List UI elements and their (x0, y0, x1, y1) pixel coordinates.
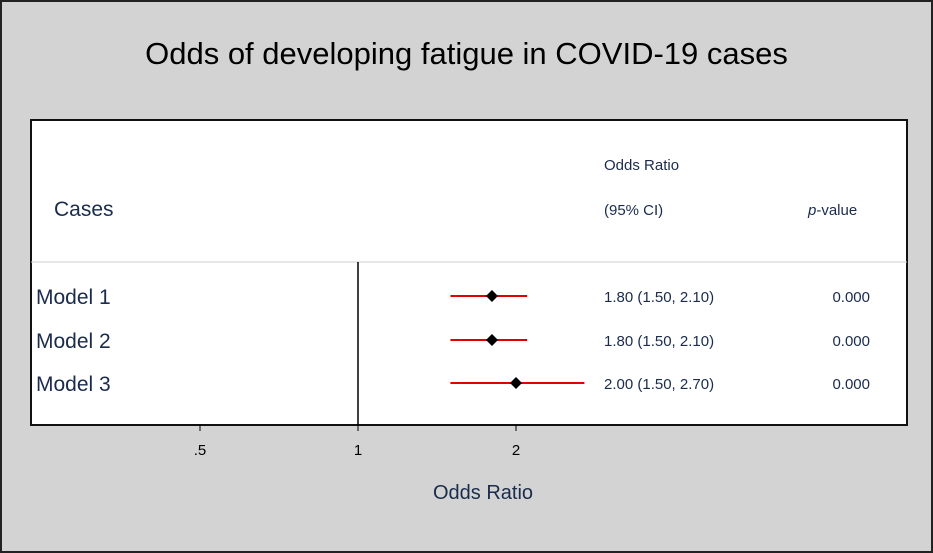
point-estimate-model-1 (485, 290, 498, 302)
row-label-model-2: Model 2 (36, 330, 111, 353)
x-tick-label: 2 (512, 442, 520, 459)
forest-rows: Model 1 1.80 (1.50, 2.10) 0.000 Model 2 1.80… (36, 286, 870, 396)
header-odds-ratio: Odds Ratio (604, 157, 679, 174)
or-ci-value-model-1: 1.80 (1.50, 2.10) (604, 289, 714, 306)
p-value-model-1: 0.000 (832, 289, 870, 306)
p-value-model-3: 0.000 (832, 376, 870, 393)
header-p-value: p-value (807, 202, 857, 219)
header-cases: Cases (54, 198, 114, 221)
x-tick-label: .5 (194, 442, 207, 459)
point-estimate-model-3 (510, 377, 522, 389)
row-label-model-3: Model 3 (36, 373, 111, 396)
or-ci-value-model-2: 1.80 (1.50, 2.10) (604, 333, 714, 350)
header-p-italic: p (807, 202, 816, 219)
header-p-rest: -value (816, 202, 857, 219)
header-ci: (95% CI) (604, 202, 663, 219)
or-ci-value-model-3: 2.00 (1.50, 2.70) (604, 376, 714, 393)
chart-title: Odds of developing fatigue in COVID-19 c… (145, 36, 788, 71)
p-value-model-2: 0.000 (832, 333, 870, 350)
x-tick-label: 1 (354, 442, 362, 459)
x-axis-label: Odds Ratio (433, 482, 533, 504)
x-axis-ticks: .5 1 2 (194, 425, 520, 459)
row-label-model-1: Model 1 (36, 286, 111, 309)
point-estimate-model-2 (485, 334, 498, 346)
plot-panel (30, 119, 908, 426)
